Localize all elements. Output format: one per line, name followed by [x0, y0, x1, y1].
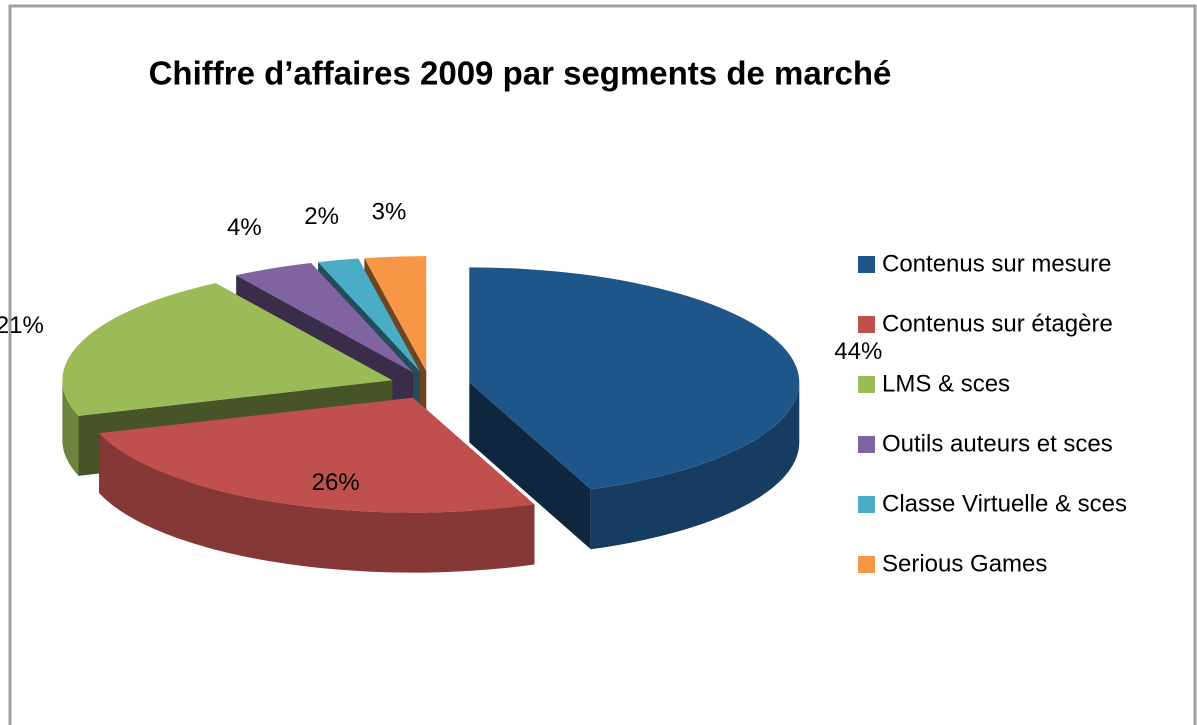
- legend-swatch: [858, 436, 875, 453]
- chart-title: Chiffre d’affaires 2009 par segments de …: [149, 55, 892, 92]
- slice-top: [99, 397, 535, 513]
- data-label: 26%: [312, 469, 360, 496]
- slice-top: [62, 283, 393, 416]
- slice-top: [469, 267, 800, 490]
- legend-swatch: [858, 376, 875, 393]
- slice-top: [236, 263, 413, 373]
- data-label: 21%: [0, 312, 44, 339]
- data-label: 44%: [834, 338, 882, 365]
- slice-top: [364, 256, 427, 372]
- slice-wall: [99, 433, 535, 573]
- slice-wall: [62, 380, 79, 476]
- legend-swatch: [858, 316, 875, 333]
- legend-swatch: [858, 556, 875, 573]
- legend-swatch: [858, 256, 875, 273]
- pie-slice: [99, 397, 535, 573]
- legend-label: Classe Virtuelle & sces: [882, 490, 1127, 517]
- legend-label: LMS & sces: [882, 370, 1010, 397]
- pie-slice: [469, 267, 800, 550]
- legend-label: Outils auteurs et sces: [882, 430, 1113, 457]
- slice-wall: [590, 382, 800, 550]
- data-label: 2%: [304, 203, 339, 230]
- data-label: 4%: [227, 214, 262, 241]
- data-label: 3%: [372, 198, 407, 225]
- legend-swatch: [858, 496, 875, 513]
- legend-label: Contenus sur étagère: [882, 310, 1113, 337]
- slice-side: [469, 382, 591, 550]
- legend-label: Contenus sur mesure: [882, 250, 1111, 277]
- slice-top: [318, 258, 421, 372]
- legend-label: Serious Games: [882, 550, 1047, 577]
